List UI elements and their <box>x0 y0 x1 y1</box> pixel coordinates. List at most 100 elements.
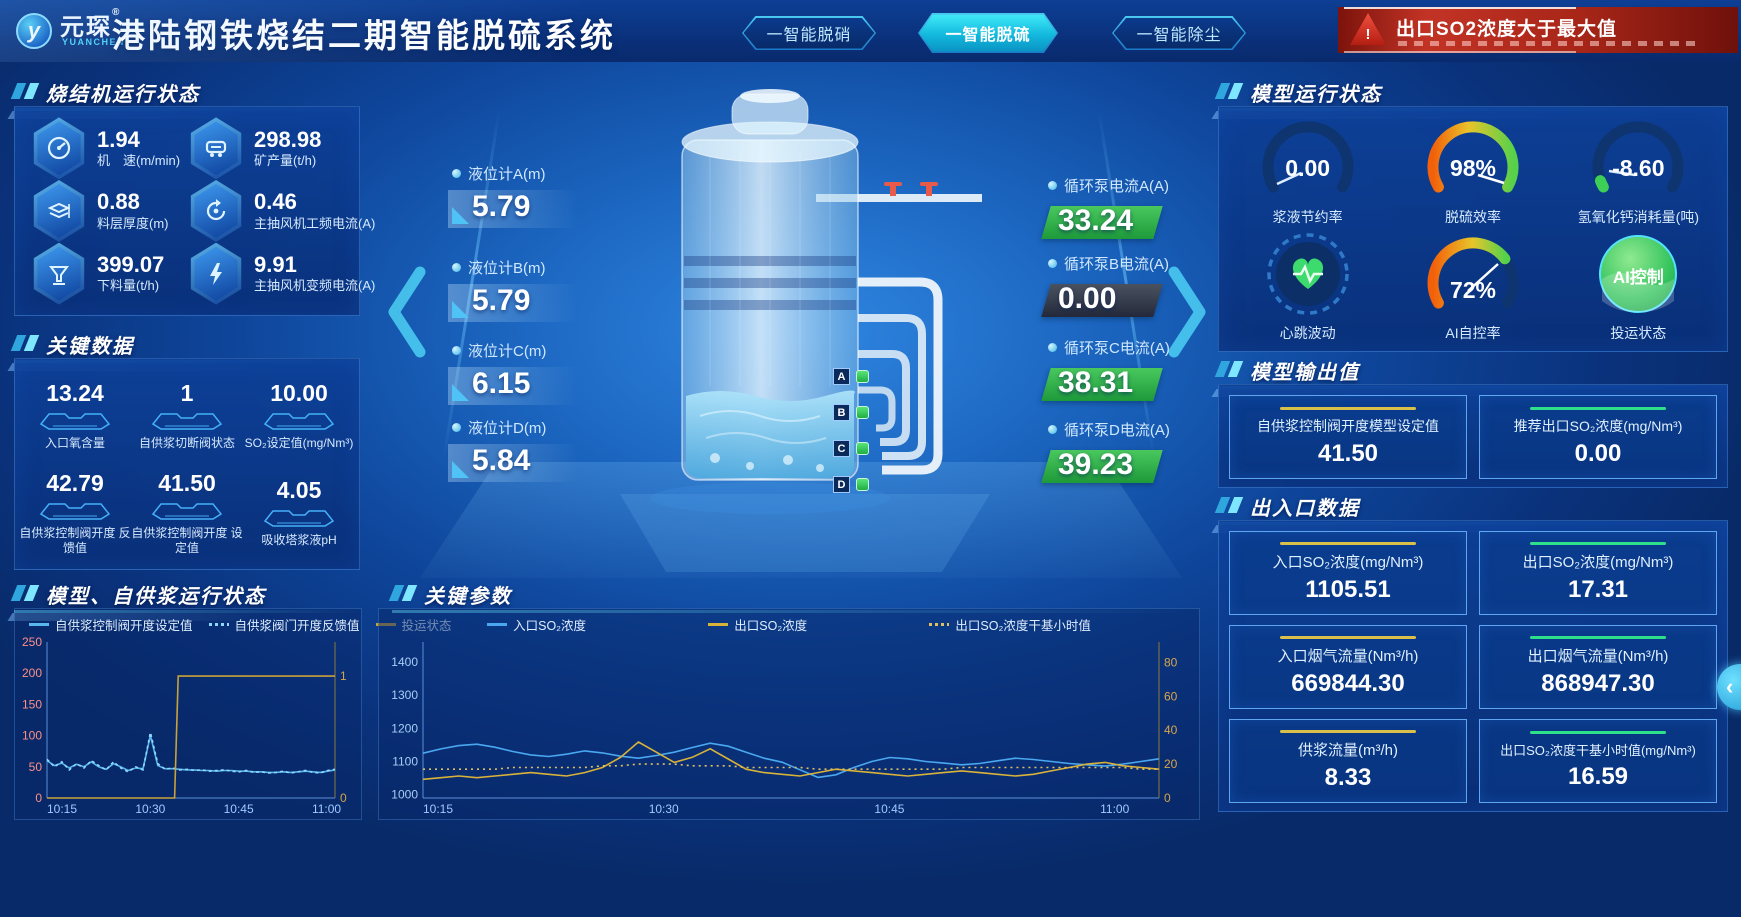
card-label: 出口SO₂浓度干基小时值(mg/Nm³) <box>1500 743 1696 758</box>
gauge-value: -8.60 <box>1612 155 1665 181</box>
stat-machine-speed: 1.94 机 速(m/min) <box>23 117 180 180</box>
gauge-lime-consumption: -8.60 氢氧化钙消耗量(吨) <box>1556 115 1721 231</box>
alert-banner[interactable]: ! 出口SO2浓度大于最大值 <box>1338 7 1738 53</box>
card-outlet-flue-flow: 出口烟气流量(Nm³/h) 868947.30 <box>1479 625 1717 709</box>
brand-logo-icon: y <box>16 13 52 49</box>
tray-base-graphic <box>263 510 335 527</box>
stat-label: 料层厚度(m) <box>97 215 169 231</box>
section-header-sinter: 烧结机运行状态 <box>7 78 360 119</box>
svg-text:1400: 1400 <box>391 655 418 669</box>
value-band <box>448 284 578 322</box>
title-tick-icon <box>1227 361 1244 377</box>
brand-reg-mark: ® <box>112 7 122 18</box>
svg-text:10:45: 10:45 <box>224 802 254 816</box>
ai-control-badge-icon <box>1599 235 1678 313</box>
key-params-chart-panel: 入口SO₂浓度 出口SO₂浓度 出口SO₂浓度干基小时值 1400 1300 120… <box>378 608 1200 820</box>
section-header-keydata: 关键数据 <box>7 330 360 371</box>
title-tick-icon <box>23 585 40 601</box>
card-model-valve-setpoint: 自供浆控制阀开度模型设定值 41.50 <box>1229 395 1467 479</box>
svg-text:11:00: 11:00 <box>1100 802 1129 816</box>
tab-label: 一智能除尘 <box>1113 17 1245 49</box>
lightning-icon <box>194 246 238 301</box>
keydata-slurry-cutoff-valve: 1 自供浆切断阀状态 <box>131 367 243 464</box>
svg-text:10:30: 10:30 <box>649 802 679 816</box>
card-accent-line <box>1529 406 1667 410</box>
gauge-label: AI自控率 <box>1445 325 1501 341</box>
chevron-right-icon[interactable] <box>1168 266 1208 358</box>
panel-title: 关键参数 <box>424 586 512 608</box>
stat-label: 机 速(m/min) <box>97 152 181 168</box>
gauge-slurry-saving: 0.00 浆液节约率 <box>1225 115 1390 231</box>
card-accent-line <box>1529 731 1667 734</box>
tab-label: 一智能脱硫 <box>919 14 1057 52</box>
pump-value: 33.24 <box>1058 204 1134 237</box>
legend-label: 自供浆控制阀开度设定值 <box>55 619 193 633</box>
card-accent-line <box>1279 406 1417 410</box>
card-inlet-so2: 入口SO₂浓度(mg/Nm³) 1105.51 <box>1229 531 1467 615</box>
keydata-label: 吸收塔浆液pH <box>261 533 337 547</box>
valve-knob-icon <box>856 478 869 491</box>
legend-label: 自供浆阀门开度反馈值 <box>234 619 360 633</box>
pump-label: 循环泵C电流(A) <box>1064 340 1170 357</box>
panel-title: 模型输出值 <box>1250 362 1360 384</box>
gauge-arc-icon <box>1427 121 1519 193</box>
card-value: 868947.30 <box>1541 670 1655 697</box>
bullet-icon <box>1048 343 1057 352</box>
section-header-io-data: 出入口数据 <box>1211 492 1728 533</box>
level-label: 液位计A(m) <box>468 166 546 183</box>
stat-value: 399.07 <box>97 252 165 278</box>
heartbeat-icon <box>1266 233 1349 315</box>
gauge-arc-icon <box>1427 237 1519 309</box>
legend-item: 自供浆控制阀开度设定值 <box>29 615 193 634</box>
gauge-arc-icon <box>1592 121 1684 193</box>
chevron-left-icon[interactable] <box>386 266 426 358</box>
value-band <box>448 444 578 482</box>
value-band <box>448 190 578 228</box>
bullet-icon <box>452 263 461 272</box>
brand-text: 元琛 <box>60 14 112 41</box>
svg-text:10:30: 10:30 <box>135 802 165 816</box>
svg-text:20: 20 <box>1164 757 1178 771</box>
panel-title: 烧结机运行状态 <box>46 84 200 106</box>
heartbeat-indicator: 心跳波动 <box>1225 231 1390 347</box>
valve-tag-b: B <box>833 404 869 421</box>
gauge-label: 氢氧化钙消耗量(吨) <box>1577 209 1699 225</box>
svg-text:0: 0 <box>35 791 42 805</box>
panel-title: 出入口数据 <box>1250 498 1360 520</box>
pump-current-a: 循环泵电流A(A) 33.24 <box>1041 175 1258 242</box>
legend-label: 入口SO₂浓度 <box>513 619 587 633</box>
legend-swatch <box>929 623 950 626</box>
level-value: 5.79 <box>472 284 531 317</box>
panel-title: 模型、自供浆运行状态 <box>46 586 266 608</box>
level-value: 6.15 <box>472 367 531 400</box>
pump-value: 38.31 <box>1058 366 1134 399</box>
absorber-tower-graphic <box>620 89 990 572</box>
keydata-valve-feedback: 42.79 自供浆控制阀开度 反馈值 <box>19 464 131 561</box>
bullet-icon <box>452 346 461 355</box>
level-label: 液位计D(m) <box>468 420 547 437</box>
gauge-label: 投运状态 <box>1610 325 1667 341</box>
card-accent-line <box>1279 542 1417 545</box>
card-value: 0.00 <box>1574 439 1622 467</box>
valve-tag-d: D <box>833 476 869 493</box>
card-inlet-flue-flow: 入口烟气流量(Nm³/h) 669844.30 <box>1229 625 1467 709</box>
gauge-label: 心跳波动 <box>1279 325 1336 341</box>
tab-smart-dedusting[interactable]: 一智能除尘 <box>1112 16 1246 50</box>
tray-base-graphic <box>263 413 335 430</box>
tab-smart-desulfurization[interactable]: 一智能脱硫 <box>918 13 1058 53</box>
key-params-line-chart: 1400 1300 1200 1100 1000 80 60 40 20 0 10:15 10:30 1… <box>391 642 1178 816</box>
card-accent-line <box>1279 636 1417 639</box>
svg-text:80: 80 <box>1164 655 1178 669</box>
alert-text: 出口SO2浓度大于最大值 <box>1396 19 1618 40</box>
tab-smart-denitration[interactable]: 一智能脱硝 <box>742 16 876 50</box>
keydata-so2-setpoint: 10.00 SO₂设定值(mg/Nm³) <box>243 367 355 464</box>
svg-text:10:45: 10:45 <box>874 802 904 816</box>
stat-label: 主抽风机工频电流(A) <box>254 215 376 231</box>
keydata-value: 1 <box>180 380 194 406</box>
keydata-label: 入口氧含量 <box>44 436 105 450</box>
card-slurry-flow: 供浆流量(m³/h) 8.33 <box>1229 719 1467 803</box>
level-value: 5.84 <box>472 444 531 477</box>
card-value: 8.33 <box>1324 764 1372 791</box>
tray-base-graphic <box>151 413 223 430</box>
header-bar: y 元琛® YUANCHEN 港陆钢铁烧结二期智能脱硫系统 一智能脱硝 一智能脱… <box>0 0 1741 62</box>
